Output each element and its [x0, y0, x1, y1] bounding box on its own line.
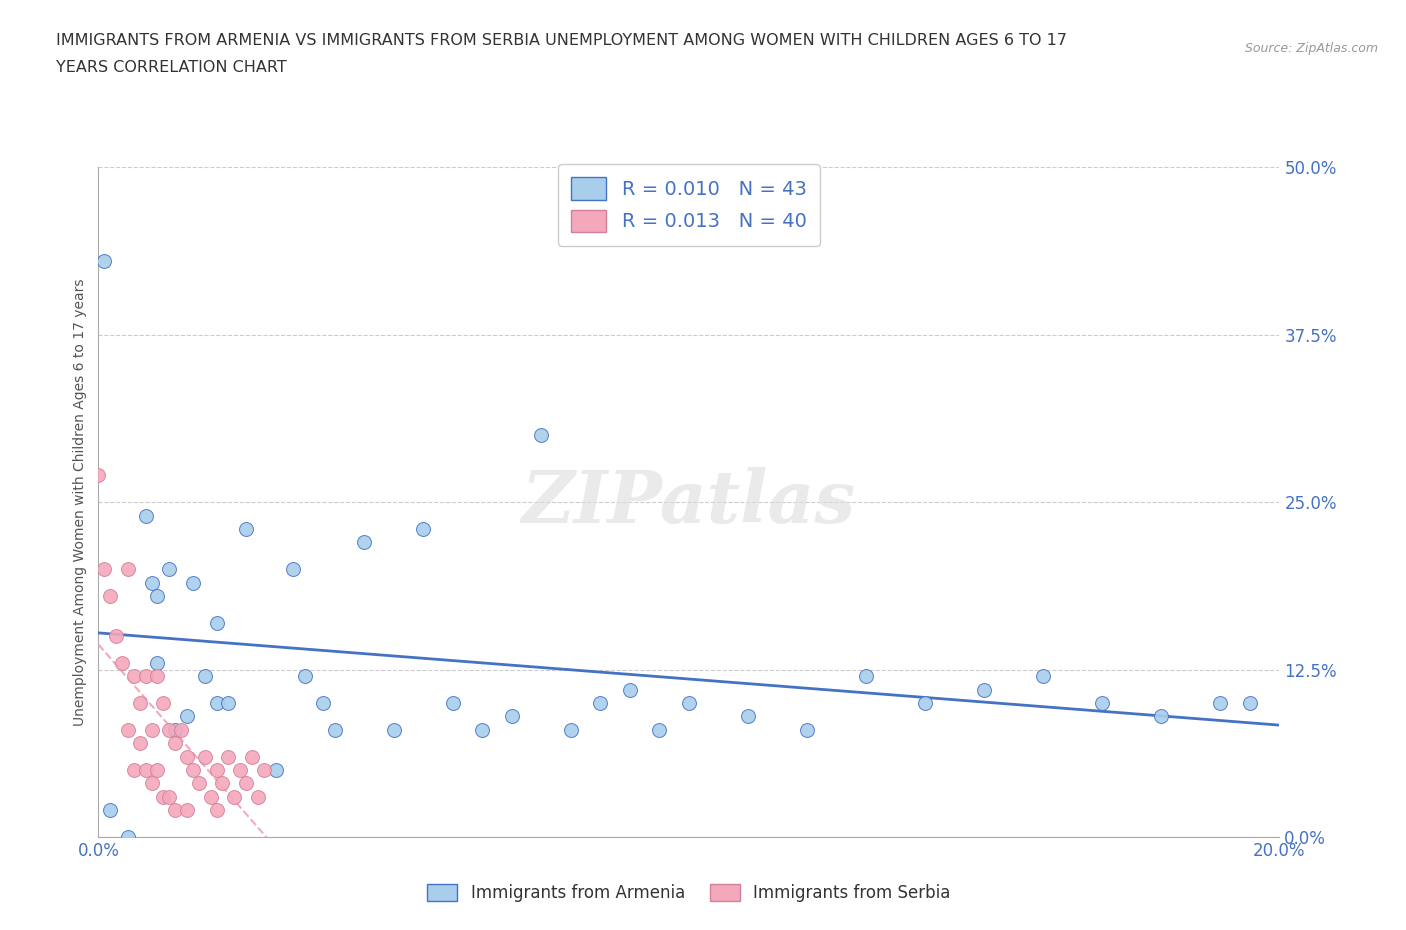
Point [205, 763, 228, 777]
Point [152, 790, 174, 804]
Point [471, 723, 494, 737]
Point [165, 723, 187, 737]
Point [141, 776, 163, 790]
Point [135, 669, 157, 684]
Point [135, 763, 157, 777]
Point [111, 656, 134, 671]
Point [253, 763, 276, 777]
Point [93, 254, 115, 269]
Point [229, 763, 252, 777]
Point [501, 709, 523, 724]
Point [117, 562, 139, 577]
Point [93, 562, 115, 577]
Point [1209, 696, 1232, 711]
Point [353, 535, 375, 550]
Point [1091, 696, 1114, 711]
Point [187, 776, 209, 790]
Point [211, 776, 233, 790]
Point [205, 616, 228, 631]
Point [170, 723, 193, 737]
Point [176, 803, 198, 817]
Point [648, 723, 671, 737]
Point [1032, 669, 1054, 684]
Point [382, 723, 405, 737]
Point [181, 763, 204, 777]
Y-axis label: Unemployment Among Women with Children Ages 6 to 17 years: Unemployment Among Women with Children A… [73, 278, 87, 726]
Point [619, 683, 641, 698]
Point [105, 629, 128, 644]
Point [146, 589, 169, 604]
Text: YEARS CORRELATION CHART: YEARS CORRELATION CHART [56, 60, 287, 75]
Point [312, 696, 335, 711]
Point [157, 790, 180, 804]
Point [205, 696, 228, 711]
Point [128, 696, 150, 711]
Point [264, 763, 287, 777]
Point [796, 723, 818, 737]
Point [176, 750, 198, 764]
Point [283, 562, 305, 577]
Point [855, 669, 877, 684]
Text: IMMIGRANTS FROM ARMENIA VS IMMIGRANTS FROM SERBIA UNEMPLOYMENT AMONG WOMEN WITH : IMMIGRANTS FROM ARMENIA VS IMMIGRANTS FR… [56, 33, 1067, 47]
Point [128, 736, 150, 751]
Point [294, 669, 316, 684]
Point [1239, 696, 1261, 711]
Point [530, 428, 553, 443]
Point [200, 790, 222, 804]
Point [87, 468, 110, 483]
Point [181, 575, 204, 590]
Point [117, 723, 139, 737]
Point [194, 750, 217, 764]
Point [146, 669, 169, 684]
Point [117, 830, 139, 844]
Point [323, 723, 346, 737]
Point [1150, 709, 1173, 724]
Text: Source: ZipAtlas.com: Source: ZipAtlas.com [1244, 42, 1378, 55]
Point [205, 803, 228, 817]
Point [135, 508, 157, 523]
Point [737, 709, 759, 724]
Point [914, 696, 936, 711]
Point [141, 575, 163, 590]
Point [122, 763, 145, 777]
Point [589, 696, 612, 711]
Legend: Immigrants from Armenia, Immigrants from Serbia: Immigrants from Armenia, Immigrants from… [420, 878, 957, 909]
Point [141, 723, 163, 737]
Point [146, 763, 169, 777]
Point [98, 803, 121, 817]
Point [217, 750, 239, 764]
Point [194, 669, 217, 684]
Point [165, 736, 187, 751]
Point [246, 790, 269, 804]
Point [235, 522, 257, 537]
Point [235, 776, 257, 790]
Point [165, 803, 187, 817]
Point [441, 696, 464, 711]
Point [122, 669, 145, 684]
Point [157, 723, 180, 737]
Point [146, 656, 169, 671]
Point [217, 696, 239, 711]
Point [152, 696, 174, 711]
Point [98, 589, 121, 604]
Point [224, 790, 246, 804]
Point [973, 683, 995, 698]
Point [678, 696, 700, 711]
Point [176, 709, 198, 724]
Point [240, 750, 263, 764]
Point [412, 522, 434, 537]
Text: ZIPatlas: ZIPatlas [522, 467, 856, 538]
Point [157, 562, 180, 577]
Point [560, 723, 582, 737]
